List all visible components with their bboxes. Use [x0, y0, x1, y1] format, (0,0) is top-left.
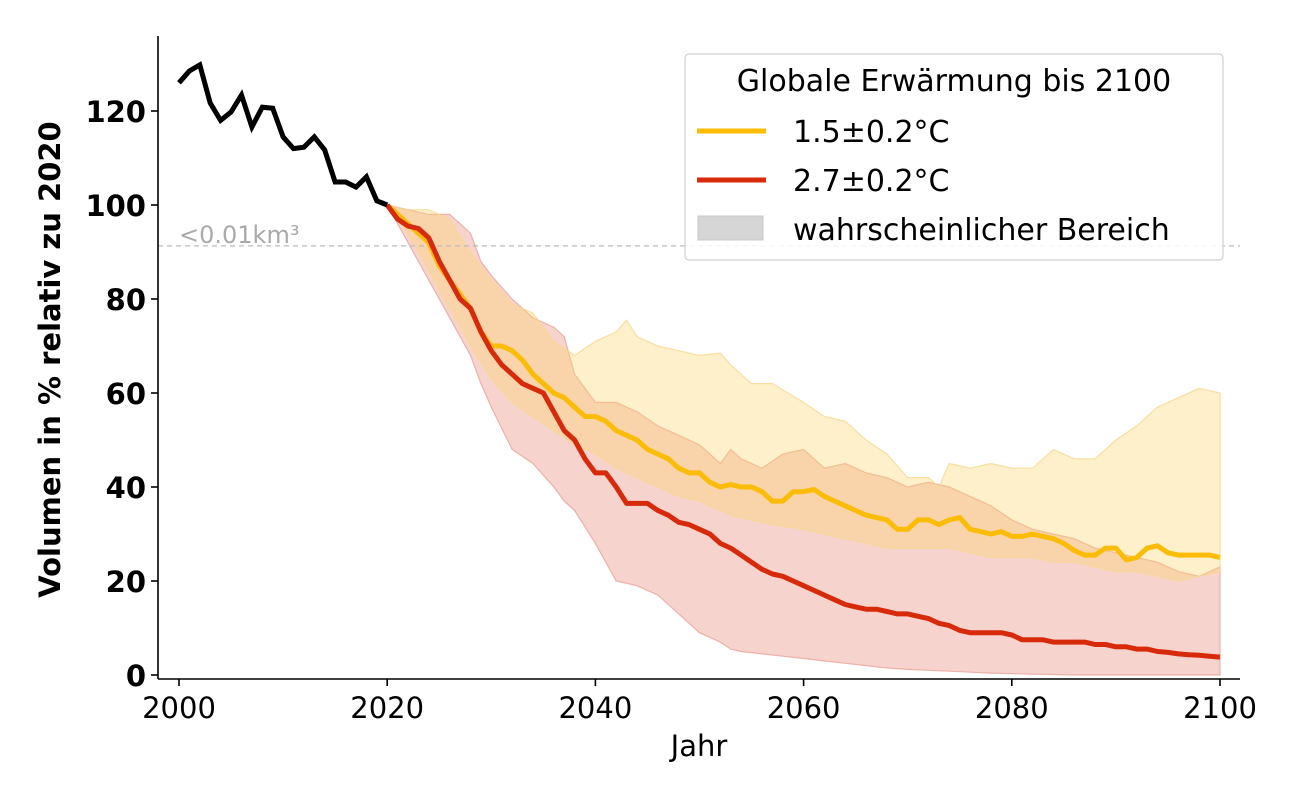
legend-label-2-7c: 2.7±0.2°C	[793, 164, 950, 199]
x-tick-label: 2080	[975, 691, 1049, 725]
legend-title: Globale Erwärmung bis 2100	[737, 64, 1171, 99]
plot-area: <0.01km³	[158, 61, 1240, 676]
axes: 2000 2020 2040 2060 2080 2100 020406080100120…	[33, 36, 1257, 763]
x-tick-label: 2060	[767, 691, 841, 725]
y-ticks: 0 20 40 60 80 100 120	[85, 95, 158, 693]
x-axis-title: Jahr	[669, 729, 728, 763]
band-1-5c	[385, 204, 1221, 582]
y-axis-title: Volumen in % relativ zu 2020	[33, 121, 67, 597]
x-tick-label: 2040	[558, 691, 632, 725]
legend-label-1-5c: 1.5±0.2°C	[793, 115, 950, 150]
x-ticks: 2000 2020 2040 2060 2080 2100	[142, 679, 1257, 725]
y-tick-label: 40	[106, 471, 146, 505]
x-tick-label: 2000	[142, 691, 216, 725]
x-tick-label: 2020	[350, 691, 424, 725]
line-historical	[177, 61, 389, 208]
y-tick-label: 20	[106, 565, 146, 599]
legend-label-range: wahrscheinlicher Bereich	[793, 213, 1170, 248]
legend: Globale Erwärmung bis 2100 1.5±0.2°C 2.7…	[684, 53, 1224, 261]
legend-swatch-range	[697, 215, 764, 241]
series-lines	[177, 61, 1221, 660]
y-tick-label: 80	[106, 283, 146, 317]
y-tick-label: 0	[126, 659, 146, 693]
y-tick-label: 60	[106, 377, 146, 411]
line-1-5c	[385, 203, 1221, 563]
y-tick-label: 100	[85, 189, 146, 223]
y-tick-label: 120	[85, 95, 146, 129]
legend-box	[684, 53, 1224, 261]
threshold-annotation: <0.01km³	[179, 221, 299, 249]
uncertainty-bands	[385, 204, 1221, 676]
x-tick-label: 2100	[1183, 691, 1257, 725]
line-2-7c	[385, 203, 1221, 660]
